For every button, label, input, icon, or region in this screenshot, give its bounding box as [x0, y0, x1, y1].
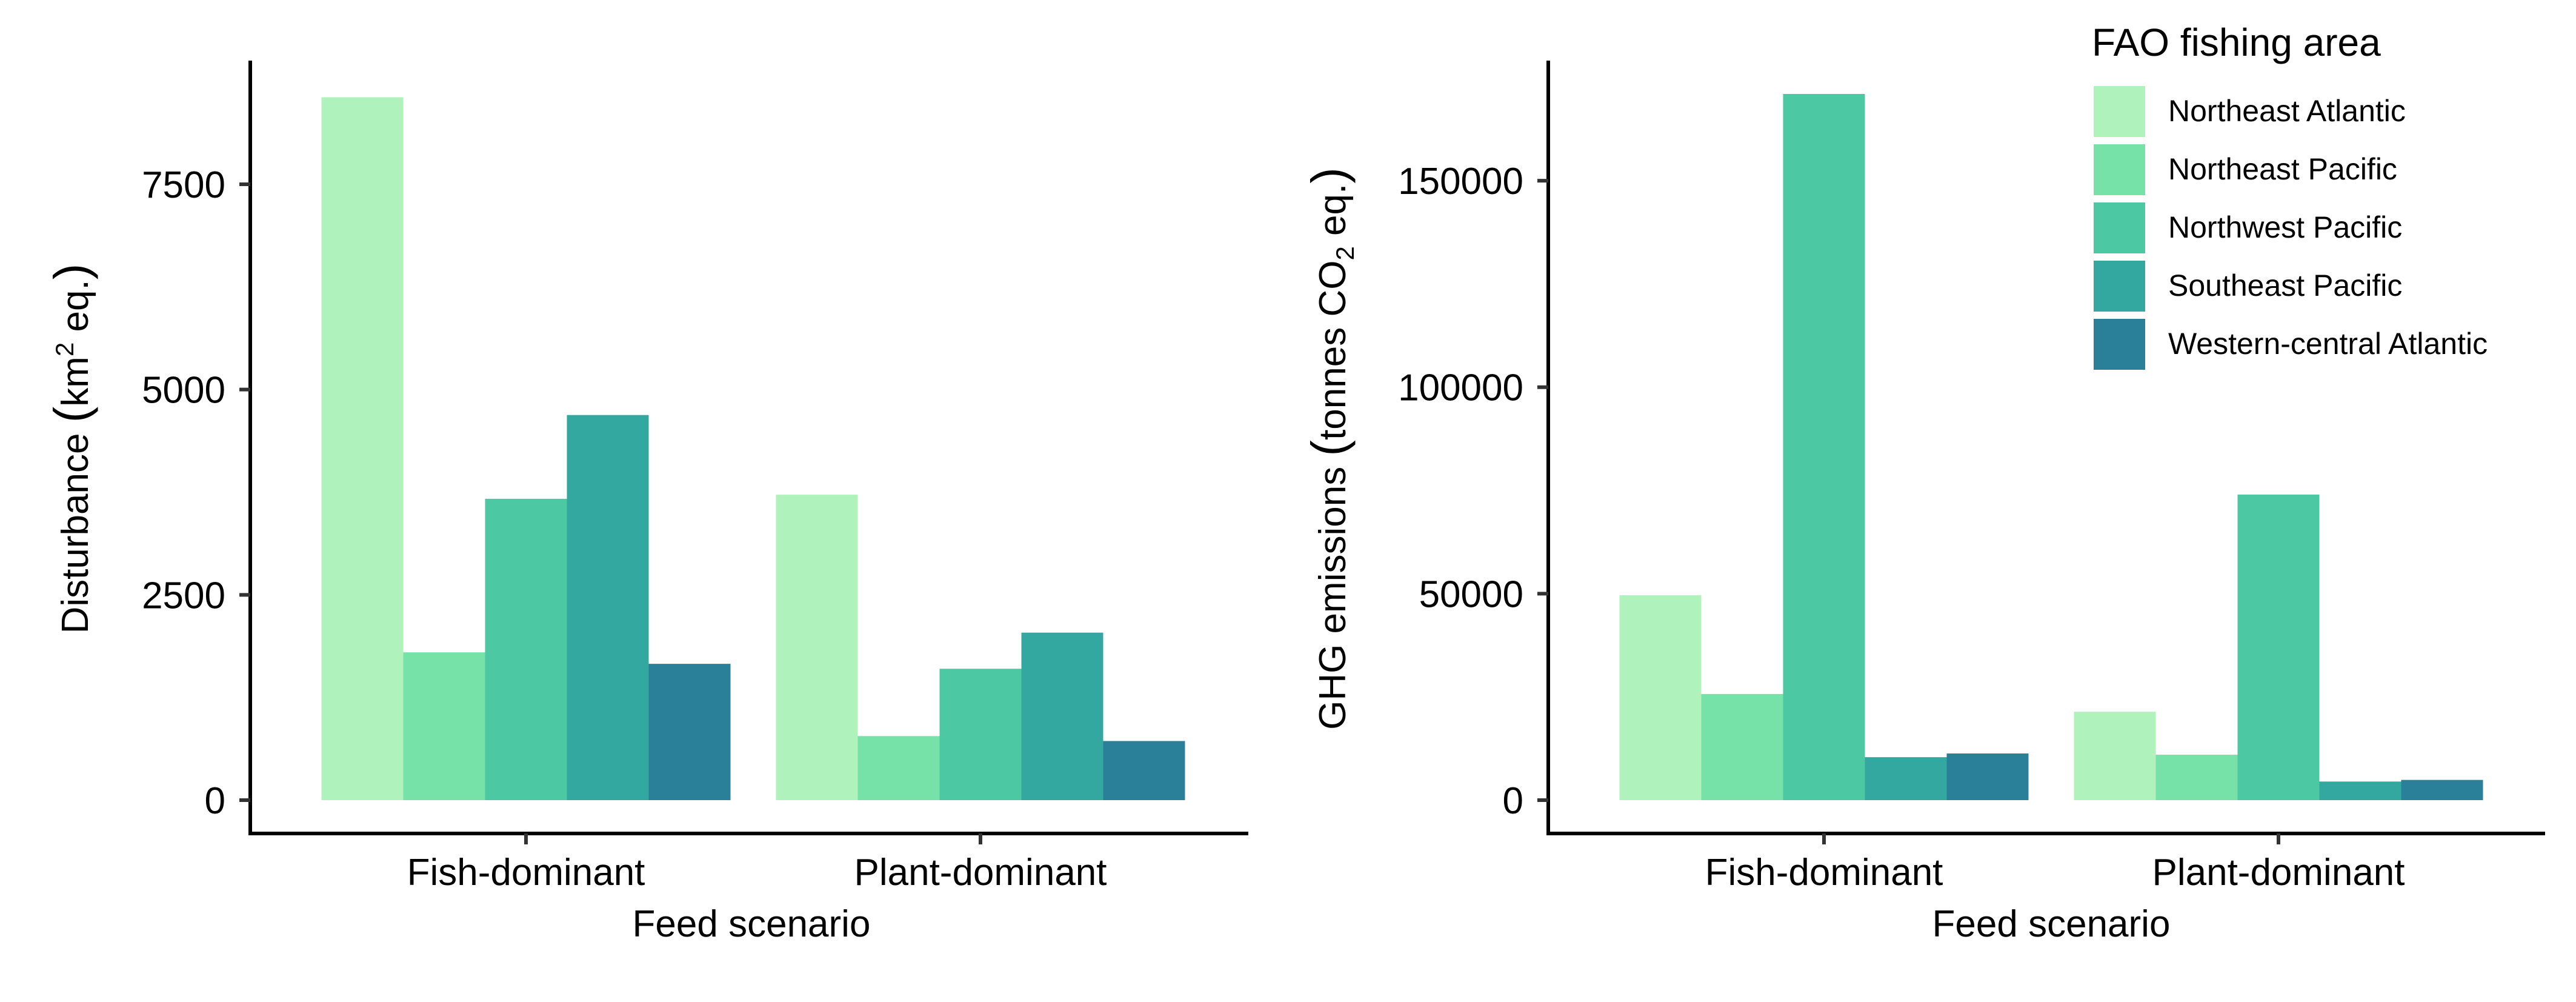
- legend-label: Western-central Atlantic: [2168, 327, 2488, 361]
- chart-panel-ghg-emissions: 0 50000 100000 150000 Fish-dominant Plant-dom…: [1302, 61, 2545, 945]
- legend-swatch: [2094, 319, 2145, 370]
- bar-fish-dominant-northwest-pacific: [1783, 94, 1865, 800]
- x-tick-label: Fish-dominant: [407, 852, 645, 893]
- bar-fish-dominant-western-central-atlantic: [1946, 753, 2029, 800]
- y-axis-title: GHG emissions (tonnes CO2 eq.): [1302, 167, 1359, 730]
- bar-fish-dominant-western-central-atlantic: [648, 664, 731, 800]
- bar-fish-dominant-southeast-pacific: [1865, 757, 1947, 800]
- y-tick-label: 5000: [142, 370, 225, 412]
- x-tick-label: Plant-dominant: [854, 852, 1107, 893]
- y-tick-label: 0: [1503, 780, 1523, 822]
- bar-plant-dominant-southeast-pacific: [2319, 781, 2401, 800]
- y-tick-label: 7500: [142, 164, 225, 206]
- x-tick-label: Plant-dominant: [2152, 852, 2405, 893]
- y-axis-title: Disturbance (km2 eq.): [44, 264, 98, 634]
- legend-swatch: [2094, 144, 2145, 195]
- bar-plant-dominant-southeast-pacific: [1021, 632, 1103, 800]
- legend-label: Northeast Pacific: [2168, 152, 2397, 186]
- x-tick-label: Fish-dominant: [1705, 852, 1943, 893]
- bar-fish-dominant-southeast-pacific: [567, 415, 649, 800]
- x-axis-title: Feed scenario: [633, 903, 871, 945]
- x-axis-title: Feed scenario: [1932, 903, 2171, 945]
- bar-fish-dominant-northeast-atlantic: [1619, 595, 1702, 800]
- bar-plant-dominant-northeast-pacific: [857, 736, 940, 800]
- y-tick-label: 2500: [142, 575, 225, 616]
- y-tick-label: 0: [205, 780, 225, 822]
- bar-plant-dominant-northwest-pacific: [939, 669, 1022, 800]
- bar-fish-dominant-northeast-atlantic: [321, 97, 404, 801]
- bar-plant-dominant-northwest-pacific: [2237, 494, 2320, 800]
- bar-fish-dominant-northeast-pacific: [1701, 693, 1783, 800]
- bar-plant-dominant-western-central-atlantic: [2401, 780, 2483, 800]
- legend-label: Northeast Atlantic: [2168, 94, 2406, 128]
- legend-swatch: [2094, 86, 2145, 137]
- bar-fish-dominant-northeast-pacific: [403, 652, 485, 800]
- legend-swatch: [2094, 202, 2145, 253]
- legend-title: FAO fishing area: [2092, 21, 2381, 64]
- y-tick-label: 100000: [1398, 367, 1523, 409]
- bar-plant-dominant-northeast-pacific: [2155, 755, 2238, 800]
- y-tick-label: 50000: [1419, 573, 1523, 615]
- chart-panel-disturbance: 0 2500 5000 7500 Fish-dominant Plant-dominant…: [44, 61, 1248, 945]
- bar-fish-dominant-northwest-pacific: [485, 498, 567, 800]
- bar-plant-dominant-northeast-atlantic: [2074, 712, 2156, 800]
- legend: FAO fishing area Northeast Atlantic Northe…: [2092, 21, 2488, 370]
- legend-label: Southeast Pacific: [2168, 269, 2402, 302]
- y-tick-label: 150000: [1398, 161, 1523, 202]
- bar-plant-dominant-western-central-atlantic: [1103, 741, 1185, 800]
- bar-plant-dominant-northeast-atlantic: [776, 495, 858, 800]
- legend-swatch: [2094, 261, 2145, 312]
- legend-label: Northwest Pacific: [2168, 210, 2402, 244]
